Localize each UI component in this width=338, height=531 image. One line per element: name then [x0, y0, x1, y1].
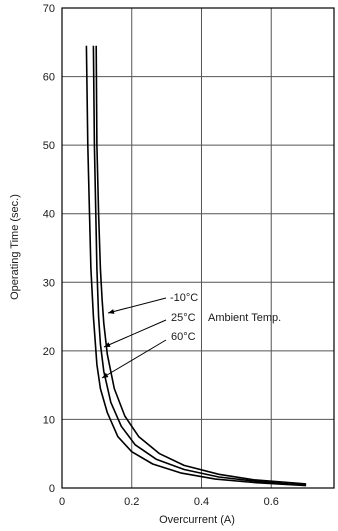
curve-25c — [92, 45, 307, 486]
annotation-group: -10°C 25°C 60°C Ambient Temp. — [101, 292, 281, 379]
y-tick-label: 0 — [49, 483, 55, 495]
label-60c-leader — [101, 339, 167, 379]
ambient-temp-label: Ambient Temp. — [208, 312, 281, 324]
label-minus10c-arrowhead — [108, 309, 115, 314]
x-tick-label: 0.2 — [124, 496, 139, 508]
x-axis-label: Overcurrent (A) — [159, 514, 235, 526]
y-tick-label: 50 — [43, 140, 55, 152]
y-tick-label: 20 — [43, 346, 55, 358]
x-tick-label: 0 — [59, 496, 65, 508]
label-60c: 60°C — [171, 331, 196, 343]
label-25c-arrowhead — [104, 342, 111, 347]
tick-labels: 0 0.2 0.4 0.6 0 10 20 30 40 50 60 70 — [43, 3, 279, 508]
grid-lines — [62, 8, 334, 488]
curve-minus10c — [95, 45, 307, 485]
curve-60c — [85, 45, 307, 487]
y-axis-label: Operating Time (sec.) — [9, 194, 21, 300]
label-minus10c-leader — [107, 297, 167, 314]
y-tick-label: 70 — [43, 3, 55, 15]
x-tick-label: 0.4 — [194, 496, 209, 508]
x-tick-label: 0.6 — [264, 496, 279, 508]
label-25c-leader — [103, 319, 167, 348]
y-tick-label: 60 — [43, 72, 55, 84]
curve-group — [85, 45, 307, 487]
label-60c-arrowhead — [102, 372, 109, 378]
plot-frame — [61, 7, 335, 489]
label-minus10c: -10°C — [170, 292, 198, 304]
y-tick-label: 10 — [43, 414, 55, 426]
label-25c: 25°C — [171, 312, 196, 324]
y-tick-label: 40 — [43, 209, 55, 221]
y-tick-label: 30 — [43, 277, 55, 289]
